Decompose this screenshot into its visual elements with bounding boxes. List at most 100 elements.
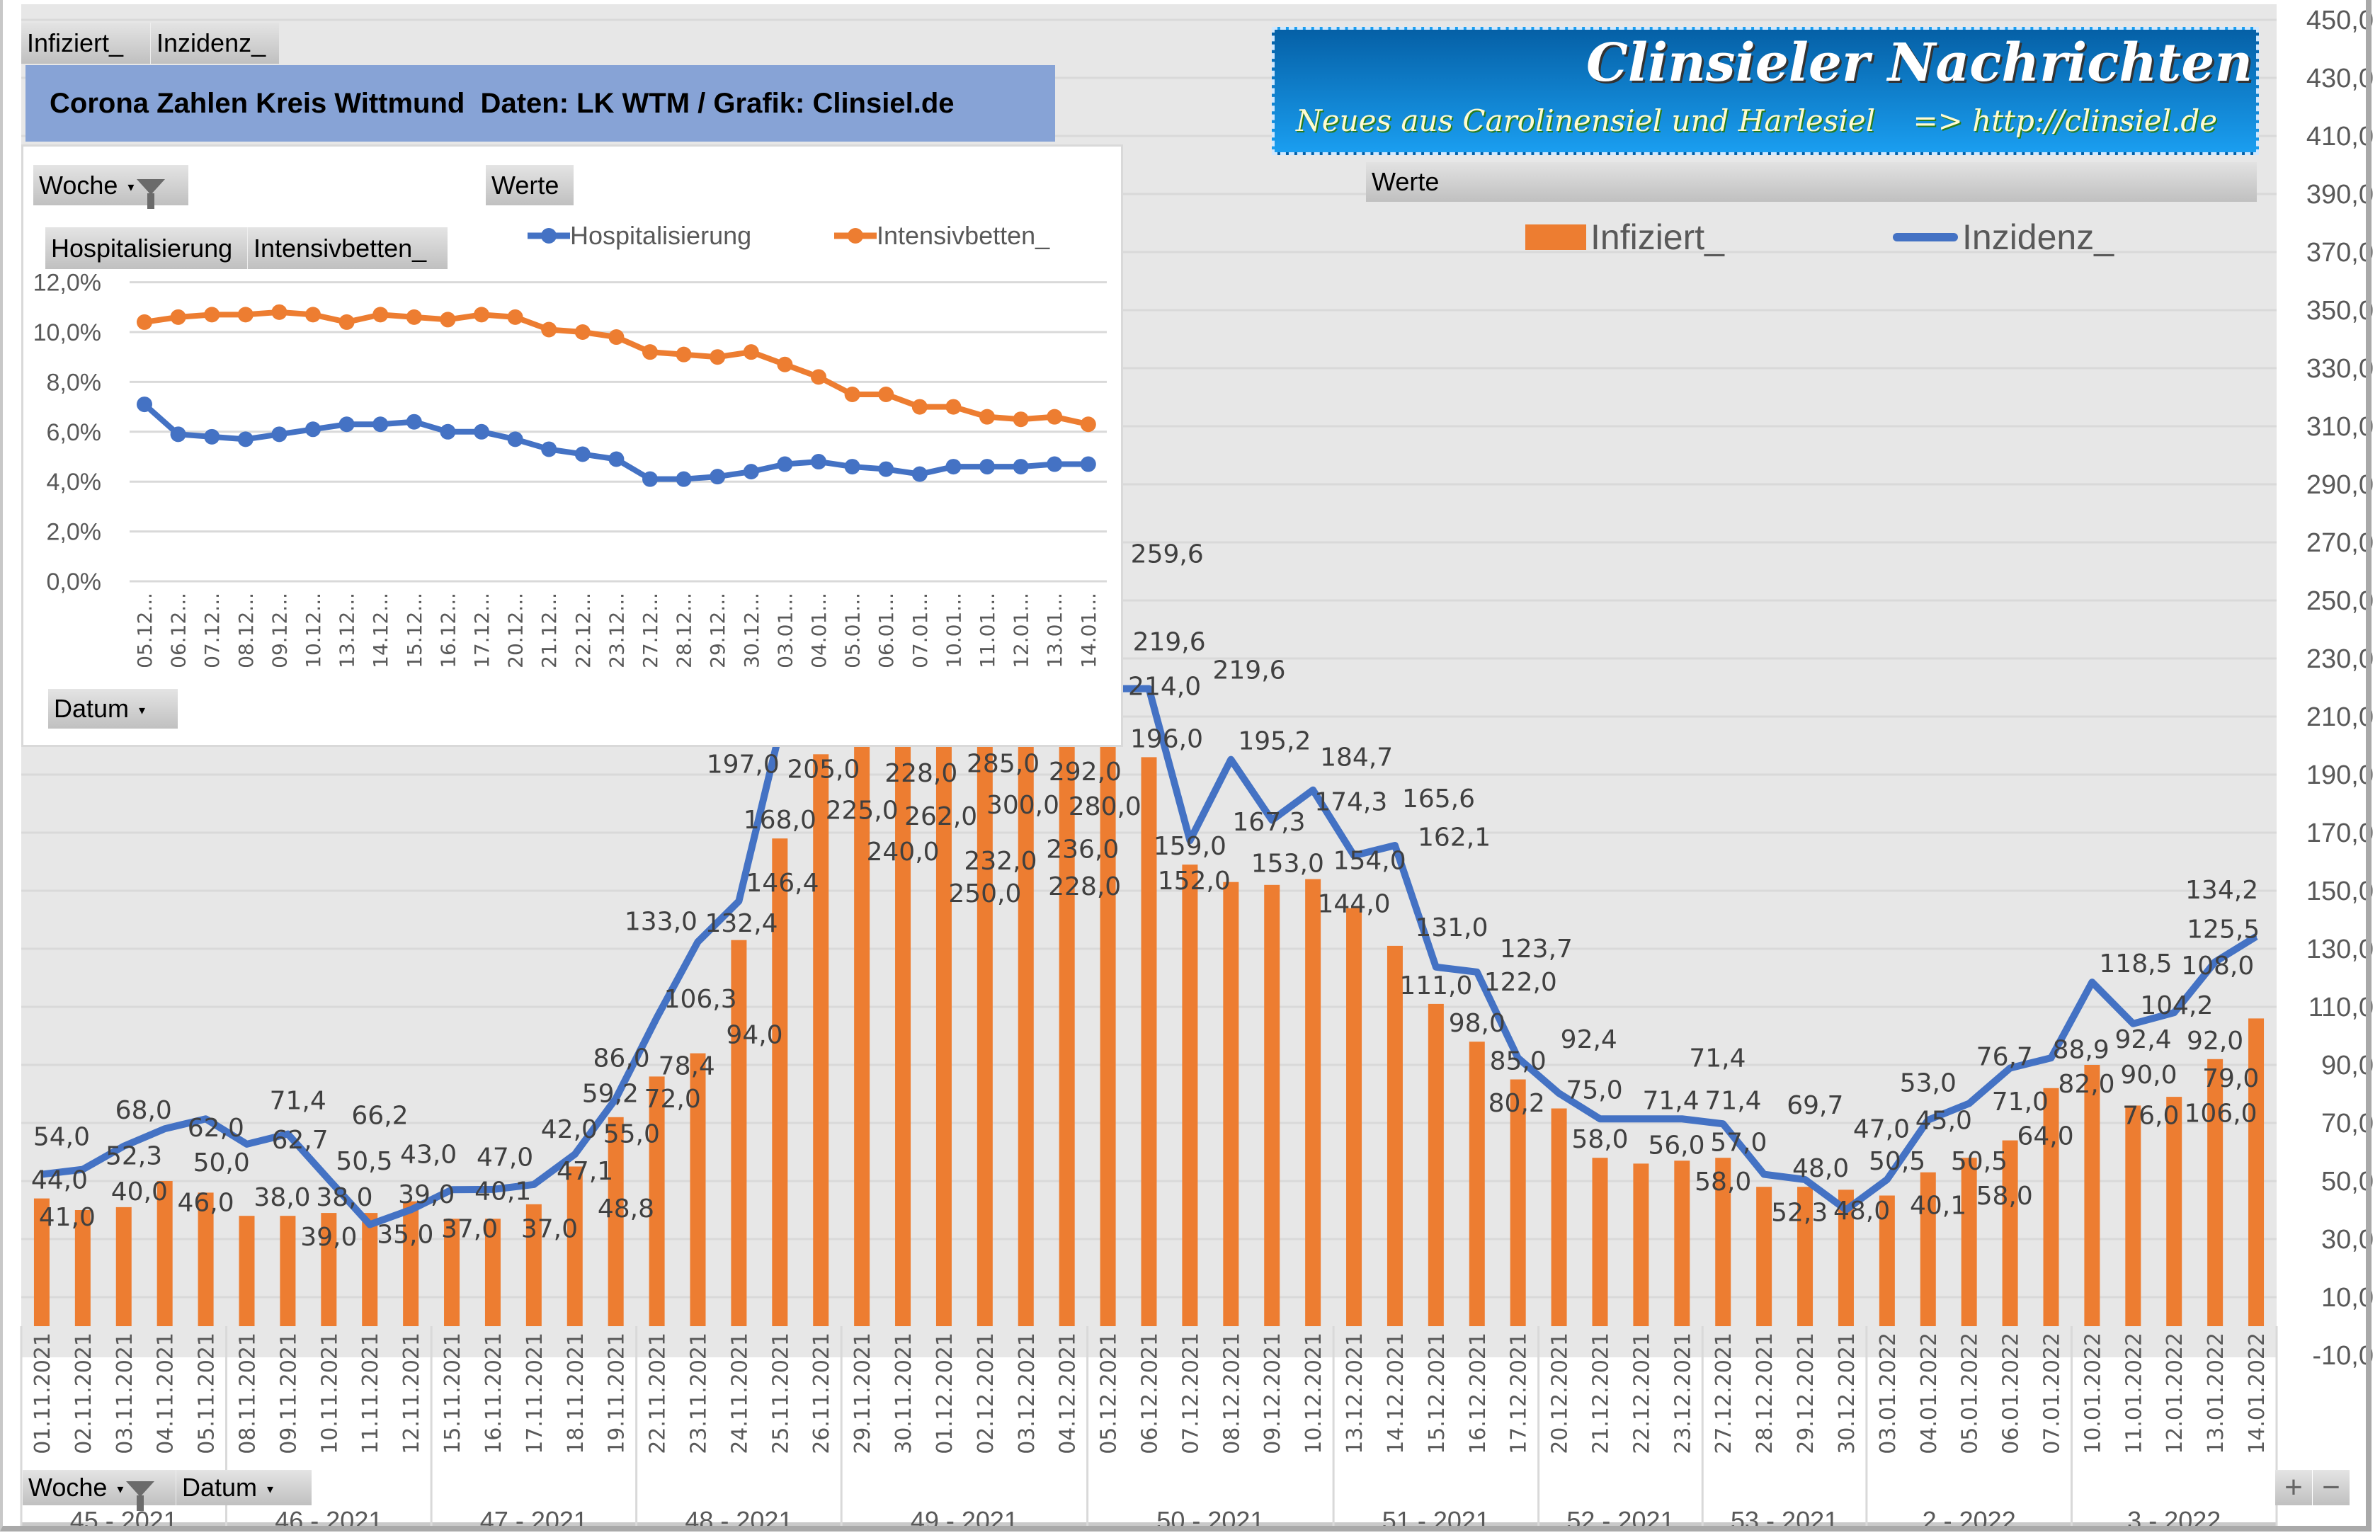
x-date-label: 17.12.2021 [1507,1333,1532,1454]
x-week-label: 46 - 2021 [275,1506,382,1535]
inset-y-tick-label: 6,0% [47,419,102,446]
line-point-inzidenz [2132,1022,2134,1025]
dropdown-caret-icon: ▾ [267,1482,274,1497]
inset-y-tick-label: 2,0% [47,519,102,546]
data-label-inzidenz: 195,2 [1238,727,1311,756]
data-label-inzidenz: 35,0 [377,1221,433,1250]
inset-marker-hospitalisierung [541,441,557,457]
field-button-intensivbetten[interactable]: Intensivbetten_ [247,227,448,269]
bar-infiziert [1059,664,1075,1326]
data-label-infiziert: 197,0 [707,750,780,779]
inset-marker-intensivbetten [305,307,321,323]
x-date-label: 13.01.2022 [2204,1333,2228,1454]
line-point-inzidenz [491,1188,494,1190]
inset-x-date-label: 21.12... [537,593,561,668]
bar-infiziert [444,1219,460,1326]
legend-label: Inzidenz_ [1962,217,2114,257]
filter-button-woche[interactable]: Woche ▾ [33,165,188,210]
data-label-infiziert: 225,0 [826,797,899,826]
expand-plus-button[interactable]: + [2275,1470,2312,1505]
data-label-infiziert: 56,0 [1648,1131,1704,1160]
bar-infiziert [362,1213,378,1326]
y-tick-label: 270,0 [2306,528,2374,558]
data-label-inzidenz: 167,3 [1232,808,1305,837]
inset-x-date-label: 20.12... [504,593,528,668]
data-label-inzidenz: 62,0 [188,1114,244,1143]
data-label-inzidenz: 78,4 [659,1052,715,1081]
x-week-label: 50 - 2021 [1156,1506,1264,1535]
data-label-inzidenz: 52,3 [1771,1199,1828,1228]
bar-infiziert [772,838,788,1326]
inset-marker-hospitalisierung [507,431,523,447]
data-label-inzidenz: 54,0 [33,1123,90,1152]
data-label-infiziert: 90,0 [2120,1061,2177,1090]
data-label-inzidenz: 80,2 [1488,1089,1545,1118]
x-date-label: 26.11.2021 [809,1333,834,1454]
inset-marker-hospitalisierung [878,461,894,477]
bar-infiziert [403,1201,419,1326]
inset-marker-hospitalisierung [1047,456,1063,472]
inset-y-tick-label: 8,0% [47,369,102,396]
data-label-inzidenz: 108,0 [2181,952,2254,981]
field-button-werte[interactable]: Werte [1366,162,2257,202]
bar-infiziert [608,1117,624,1326]
bar-infiziert [1551,1108,1567,1326]
x-date-label: 30.12.2021 [1835,1333,1860,1454]
inset-chart-hospitalisierung: 0,0% 2,0% 4,0% 6,0% 8,0% 10,0% 12,0% 05.12... 06… [21,144,1123,747]
inset-x-date-label: 13.12... [336,593,359,668]
line-point-inzidenz [738,900,740,902]
field-button-inzidenz[interactable]: Inzidenz_ [150,23,279,64]
inset-marker-hospitalisierung [137,397,152,413]
x-date-label: 16.12.2021 [1466,1333,1491,1454]
data-label-inzidenz: 68,0 [115,1096,172,1125]
field-button-infiziert[interactable]: Infiziert_ [21,23,150,64]
legend-line-marker-orange-icon [834,228,877,244]
x-date-label: 05.11.2021 [195,1333,220,1454]
data-label-inzidenz: 66,2 [351,1102,408,1131]
data-label-infiziert: 232,0 [964,847,1037,876]
x-week-label: 51 - 2021 [1382,1506,1490,1535]
line-point-inzidenz [1722,1123,1724,1125]
bar-infiziert [156,1181,173,1326]
line-point-inzidenz [533,1183,535,1185]
data-label-infiziert: 48,0 [1833,1197,1890,1226]
inset-x-date-label: 29.12... [706,593,729,668]
data-label-infiziert: 196,0 [1130,724,1203,753]
data-label-infiziert: 44,0 [31,1166,88,1195]
field-button-datum[interactable]: Datum ▾ [48,689,178,729]
data-label-infiziert: 58,0 [1695,1168,1751,1197]
inset-marker-hospitalisierung [338,416,355,433]
x-date-label: 06.01.2022 [1999,1333,2024,1454]
field-button-werte[interactable]: Werte [486,165,574,205]
line-point-inzidenz [1845,1209,1847,1211]
x-week-label: 52 - 2021 [1566,1506,1674,1535]
inset-x-date-label: 13.01... [1043,593,1066,668]
data-label-inzidenz: 106,3 [664,985,737,1014]
y-tick-label: 430,0 [2306,64,2374,93]
inset-marker-hospitalisierung [271,426,287,443]
inset-x-date-label: 12.01... [1010,593,1033,668]
inset-x-date-label: 30.12... [740,593,763,668]
y-tick-label: 350,0 [2306,296,2374,326]
data-label-inzidenz: 48,8 [598,1194,654,1224]
data-label-infiziert: 72,0 [644,1085,701,1114]
field-button-datum-bottom[interactable]: Datum ▾ [176,1470,312,1505]
line-point-inzidenz [1517,1057,1519,1059]
data-label-infiziert: 58,0 [1571,1125,1628,1154]
y-tick-label: 290,0 [2306,470,2374,500]
line-point-inzidenz [1476,971,1478,973]
data-label-infiziert: 82,0 [2058,1070,2114,1099]
field-button-hospitalisierung[interactable]: Hospitalisierung [45,227,247,269]
line-point-inzidenz [1763,1173,1765,1175]
x-date-label: 03.01.2022 [1876,1333,1901,1454]
x-date-label: 04.01.2022 [1917,1333,1942,1454]
x-week-label: 3 - 2022 [2127,1506,2221,1535]
bar-infiziert [813,754,829,1326]
inset-marker-hospitalisierung [474,423,489,440]
filter-button-woche-bottom[interactable]: Woche ▾ [23,1470,176,1512]
line-point-inzidenz [2214,961,2216,963]
data-label-infiziert: 39,0 [300,1223,357,1252]
inset-marker-intensivbetten [608,329,625,346]
collapse-minus-button[interactable]: − [2313,1470,2350,1505]
